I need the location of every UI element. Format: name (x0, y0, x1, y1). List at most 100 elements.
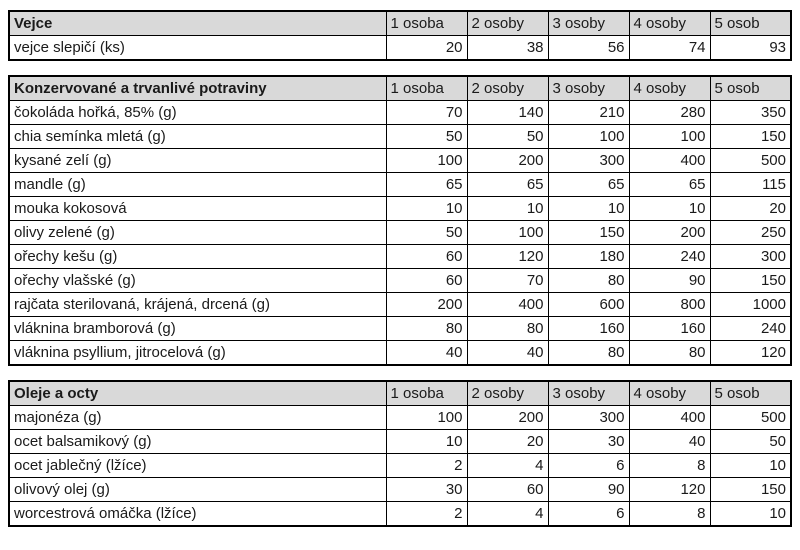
person-count-header: 4 osoby (628, 75, 711, 101)
quantity-cell: 20 (709, 196, 792, 221)
quantity-cell: 100 (547, 124, 630, 149)
quantity-cell: 10 (547, 196, 630, 221)
quantity-cell: 80 (628, 340, 711, 366)
table-row: vejce slepičí (ks) 20 38 56 74 93 (8, 35, 792, 61)
item-name-cell: ořechy kešu (g) (8, 244, 387, 269)
quantity-cell: 160 (628, 316, 711, 341)
quantity-cell: 200 (385, 292, 468, 317)
quantity-cell: 20 (466, 429, 549, 454)
person-count-header: 5 osob (709, 10, 792, 36)
quantity-cell: 150 (709, 477, 792, 502)
table-row: ocet jablečný (lžíce) 2 4 6 8 10 (8, 453, 792, 478)
quantity-cell: 500 (709, 148, 792, 173)
quantity-cell: 80 (385, 316, 468, 341)
quantity-cell: 100 (385, 148, 468, 173)
quantity-cell: 2 (385, 501, 468, 527)
quantity-cell: 10 (385, 196, 468, 221)
quantity-cell: 180 (547, 244, 630, 269)
item-name-cell: vejce slepičí (ks) (8, 35, 387, 61)
quantity-cell: 240 (628, 244, 711, 269)
food-quantity-table: Vejce 1 osoba 2 osoby 3 osoby 4 osoby 5 osob v… (8, 10, 792, 61)
quantity-cell: 50 (709, 429, 792, 454)
person-count-header: 1 osoba (385, 380, 468, 406)
quantity-cell: 40 (628, 429, 711, 454)
quantity-cell: 150 (547, 220, 630, 245)
table-row: majonéza (g) 100 200 300 400 500 (8, 405, 792, 430)
quantity-cell: 400 (628, 148, 711, 173)
quantity-cell: 1000 (709, 292, 792, 317)
quantity-cell: 8 (628, 501, 711, 527)
quantity-cell: 10 (709, 453, 792, 478)
item-name-cell: vláknina psyllium, jitrocelová (g) (8, 340, 387, 366)
quantity-cell: 74 (628, 35, 711, 61)
table-header-row: Vejce 1 osoba 2 osoby 3 osoby 4 osoby 5 osob (8, 10, 792, 36)
quantity-cell: 300 (709, 244, 792, 269)
quantity-cell: 600 (547, 292, 630, 317)
table-row: ořechy kešu (g) 60 120 180 240 300 (8, 244, 792, 269)
table-header-row: Konzervované a trvanlivé potraviny 1 osob… (8, 75, 792, 101)
quantity-cell: 30 (547, 429, 630, 454)
quantity-cell: 210 (547, 100, 630, 125)
quantity-cell: 65 (547, 172, 630, 197)
quantity-cell: 120 (466, 244, 549, 269)
quantity-cell: 120 (709, 340, 792, 366)
person-count-header: 3 osoby (547, 380, 630, 406)
item-name-cell: čokoláda hořká, 85% (g) (8, 100, 387, 125)
person-count-header: 2 osoby (466, 75, 549, 101)
item-name-cell: rajčata sterilovaná, krájená, drcená (g) (8, 292, 387, 317)
person-count-header: 5 osob (709, 380, 792, 406)
quantity-cell: 10 (385, 429, 468, 454)
quantity-cell: 400 (466, 292, 549, 317)
item-name-cell: ořechy vlašské (g) (8, 268, 387, 293)
quantity-cell: 90 (628, 268, 711, 293)
person-count-header: 4 osoby (628, 10, 711, 36)
quantity-cell: 350 (709, 100, 792, 125)
item-name-cell: kysané zelí (g) (8, 148, 387, 173)
quantity-cell: 120 (628, 477, 711, 502)
table-row: vláknina bramborová (g) 80 80 160 160 240 (8, 316, 792, 341)
quantity-cell: 20 (385, 35, 468, 61)
quantity-cell: 30 (385, 477, 468, 502)
quantity-cell: 160 (547, 316, 630, 341)
quantity-cell: 93 (709, 35, 792, 61)
item-name-cell: mandle (g) (8, 172, 387, 197)
quantity-cell: 400 (628, 405, 711, 430)
quantity-cell: 115 (709, 172, 792, 197)
quantity-cell: 65 (628, 172, 711, 197)
tables-container: Vejce 1 osoba 2 osoby 3 osoby 4 osoby 5 osob v… (8, 10, 792, 527)
quantity-cell: 70 (385, 100, 468, 125)
table-row: ocet balsamikový (g) 10 20 30 40 50 (8, 429, 792, 454)
item-name-cell: vláknina bramborová (g) (8, 316, 387, 341)
quantity-cell: 10 (466, 196, 549, 221)
person-count-header: 2 osoby (466, 380, 549, 406)
person-count-header: 4 osoby (628, 380, 711, 406)
quantity-cell: 150 (709, 124, 792, 149)
person-count-header: 5 osob (709, 75, 792, 101)
person-count-header: 2 osoby (466, 10, 549, 36)
food-quantity-table: Oleje a octy 1 osoba 2 osoby 3 osoby 4 osoby… (8, 380, 792, 527)
person-count-header: 1 osoba (385, 75, 468, 101)
quantity-cell: 65 (466, 172, 549, 197)
table-row: olivy zelené (g) 50 100 150 200 250 (8, 220, 792, 245)
table-row: rajčata sterilovaná, krájená, drcená (g)… (8, 292, 792, 317)
quantity-cell: 4 (466, 453, 549, 478)
quantity-cell: 70 (466, 268, 549, 293)
table-row: mouka kokosová 10 10 10 10 20 (8, 196, 792, 221)
quantity-cell: 100 (628, 124, 711, 149)
table-row: olivový olej (g) 30 60 90 120 150 (8, 477, 792, 502)
quantity-cell: 60 (385, 268, 468, 293)
table-row: čokoláda hořká, 85% (g) 70 140 210 280 350 (8, 100, 792, 125)
quantity-cell: 40 (466, 340, 549, 366)
quantity-cell: 100 (466, 220, 549, 245)
table-header-row: Oleje a octy 1 osoba 2 osoby 3 osoby 4 osoby… (8, 380, 792, 406)
quantity-cell: 240 (709, 316, 792, 341)
table-row: ořechy vlašské (g) 60 70 80 90 150 (8, 268, 792, 293)
quantity-cell: 50 (385, 220, 468, 245)
quantity-cell: 280 (628, 100, 711, 125)
quantity-cell: 200 (628, 220, 711, 245)
quantity-cell: 80 (547, 268, 630, 293)
quantity-cell: 60 (466, 477, 549, 502)
quantity-cell: 140 (466, 100, 549, 125)
quantity-cell: 4 (466, 501, 549, 527)
quantity-cell: 50 (385, 124, 468, 149)
